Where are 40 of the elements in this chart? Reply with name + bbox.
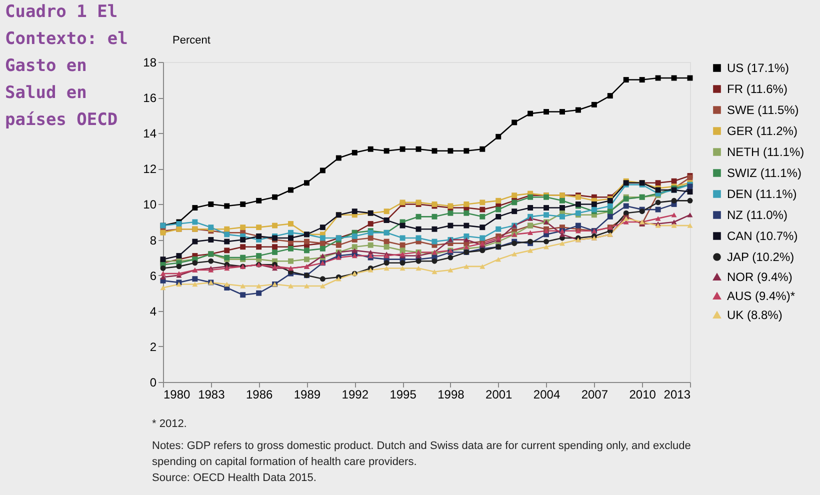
legend-label: CAN (10.7%) bbox=[727, 229, 798, 243]
source-note: Source: OECD Health Data 2015. bbox=[152, 472, 316, 484]
x-tick-label: 2004 bbox=[533, 388, 560, 402]
legend-label: US (17.1%) bbox=[727, 61, 790, 75]
x-tick-label: 1989 bbox=[294, 388, 321, 402]
x-tick-label: 1983 bbox=[198, 388, 226, 402]
legend-label: FR (11.6%) bbox=[727, 82, 788, 96]
chart-title: Cuadro 1 El Contexto: el Gasto en Salud en países OECD bbox=[5, 2, 128, 130]
y-tick-label: 12 bbox=[143, 162, 157, 176]
legend-label: DEN (11.1%) bbox=[727, 187, 797, 201]
x-tick-label: 2007 bbox=[581, 388, 608, 402]
y-axis-title: Percent bbox=[172, 34, 210, 46]
x-tick-label: 1998 bbox=[438, 388, 465, 402]
legend-label: NETH (11.1%) bbox=[727, 145, 804, 159]
legend-label: AUS (9.4%)* bbox=[727, 289, 796, 303]
legend-label: NOR (9.4%) bbox=[727, 270, 792, 284]
x-tick-label: 1992 bbox=[342, 388, 369, 402]
x-tick-label: 2001 bbox=[486, 388, 513, 402]
text: Notes: GDP refers to gross domestic product. Dutch and Swiss data are for current spending only, and exclude spending on capital formation of health care providers. bbox=[152, 440, 691, 468]
text: * 2012. bbox=[152, 418, 187, 430]
y-tick-label: 2 bbox=[150, 340, 157, 354]
legend-label: UK (8.8%) bbox=[727, 308, 782, 322]
legend-label: SWE (11.5%) bbox=[727, 103, 799, 117]
y-tick-label: 10 bbox=[143, 198, 157, 212]
y-tick-label: 4 bbox=[150, 304, 157, 318]
legend-label: SWIZ (11.1%) bbox=[727, 166, 802, 180]
y-tick-label: 16 bbox=[143, 91, 157, 106]
y-tick-label: 0 bbox=[150, 376, 157, 390]
x-tick-label: 2010 bbox=[629, 388, 656, 402]
legend-label: NZ (11.0%) bbox=[727, 208, 788, 222]
x-tick-label: 1980 bbox=[164, 388, 191, 402]
x-tick-label: 2013 bbox=[664, 388, 691, 402]
legend-label: JAP (10.2%) bbox=[727, 250, 794, 264]
x-tick-label: 1995 bbox=[390, 388, 417, 402]
y-tick-label: 8 bbox=[150, 233, 157, 248]
y-tick-label: 18 bbox=[143, 56, 157, 70]
x-tick-label: 1986 bbox=[246, 388, 273, 402]
y-tick-label: 6 bbox=[150, 268, 157, 283]
legend-label: GER (11.2%) bbox=[727, 124, 798, 138]
y-tick-label: 14 bbox=[143, 126, 157, 141]
